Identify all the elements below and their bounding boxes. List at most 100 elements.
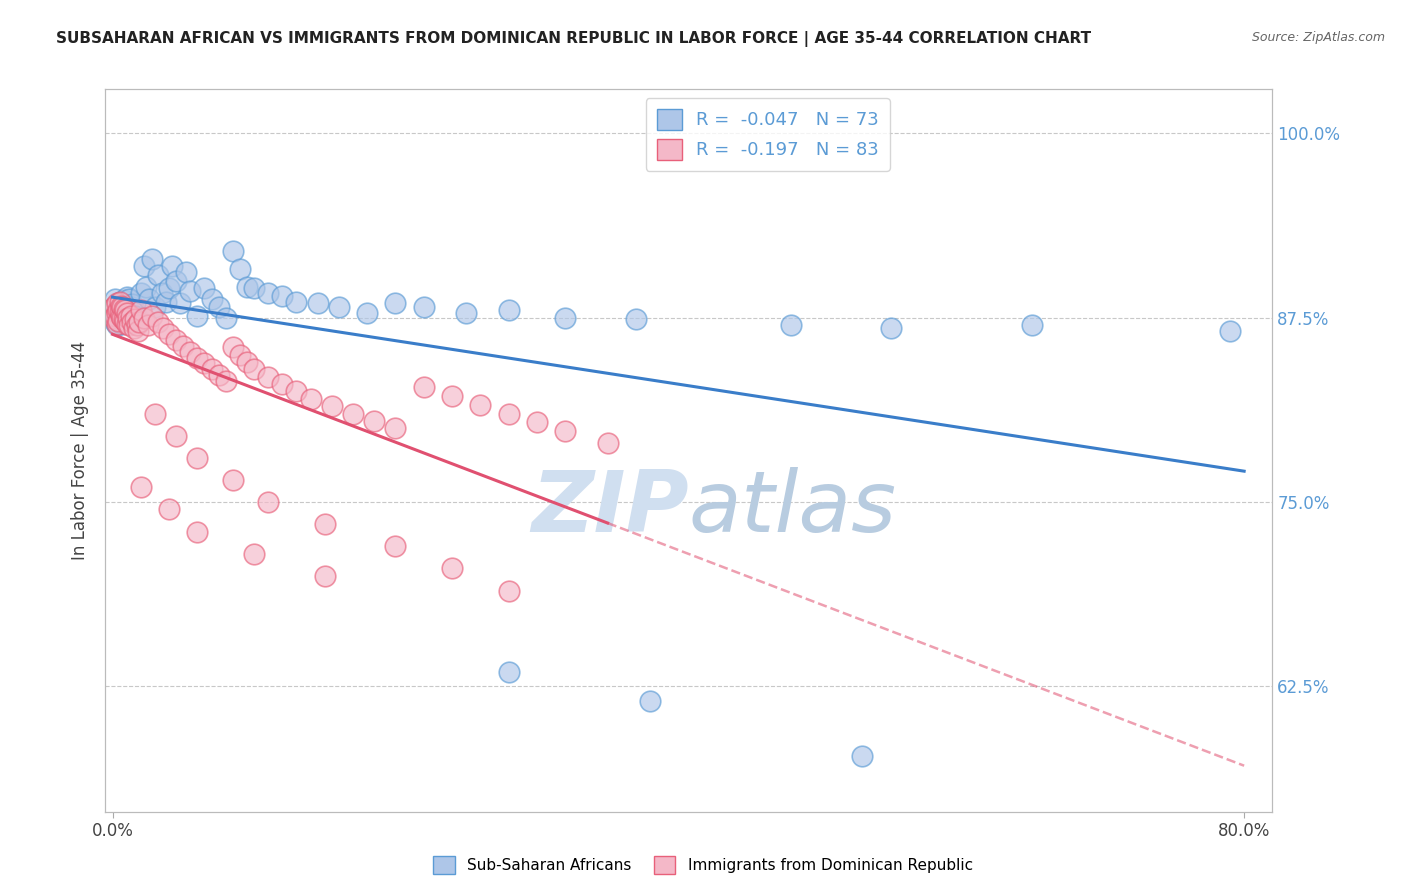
Point: [108, 294, 131, 309]
Point: [104, 299, 127, 313]
Point: [103, 310, 125, 325]
Point: [114, 301, 136, 315]
Point: [179, 344, 201, 359]
Point: [114, 303, 136, 318]
Point: [356, 306, 378, 320]
Point: [412, 380, 434, 394]
Point: [114, 314, 136, 328]
Point: [780, 318, 803, 332]
Point: [384, 539, 406, 553]
Legend: Sub-Saharan Africans, Immigrants from Dominican Republic: Sub-Saharan Africans, Immigrants from Do…: [427, 850, 979, 880]
Point: [117, 310, 139, 325]
Point: [243, 547, 266, 561]
Point: [115, 306, 138, 320]
Point: [107, 303, 129, 318]
Point: [257, 369, 280, 384]
Point: [155, 294, 177, 309]
Point: [321, 399, 343, 413]
Point: [115, 290, 138, 304]
Point: [384, 421, 406, 435]
Point: [110, 299, 132, 313]
Point: [165, 428, 187, 442]
Point: [412, 301, 434, 315]
Point: [115, 299, 138, 313]
Point: [114, 306, 136, 320]
Point: [257, 495, 280, 509]
Point: [118, 312, 141, 326]
Point: [222, 473, 245, 487]
Point: [108, 294, 131, 309]
Point: [1219, 324, 1241, 338]
Point: [110, 299, 132, 313]
Point: [186, 310, 208, 324]
Point: [103, 310, 125, 324]
Point: [120, 308, 142, 322]
Point: [107, 314, 129, 328]
Point: [105, 317, 128, 331]
Point: [179, 284, 201, 298]
Point: [174, 265, 197, 279]
Point: [165, 274, 187, 288]
Point: [229, 262, 252, 277]
Point: [314, 517, 336, 532]
Point: [129, 303, 152, 318]
Point: [596, 436, 619, 450]
Point: [111, 301, 134, 315]
Y-axis label: In Labor Force | Age 35-44: In Labor Force | Age 35-44: [72, 341, 90, 560]
Point: [160, 259, 183, 273]
Point: [118, 292, 141, 306]
Point: [112, 301, 135, 316]
Point: [554, 425, 576, 439]
Text: SUBSAHARAN AFRICAN VS IMMIGRANTS FROM DOMINICAN REPUBLIC IN LABOR FORCE | AGE 35: SUBSAHARAN AFRICAN VS IMMIGRANTS FROM DO…: [56, 31, 1091, 47]
Point: [132, 310, 155, 325]
Point: [143, 407, 166, 421]
Point: [111, 317, 134, 331]
Point: [112, 312, 135, 326]
Point: [110, 308, 132, 322]
Point: [470, 398, 492, 412]
Point: [141, 252, 163, 266]
Point: [115, 317, 138, 331]
Point: [120, 310, 142, 324]
Point: [193, 356, 215, 370]
Point: [222, 244, 245, 259]
Point: [152, 321, 174, 335]
Point: [157, 502, 180, 516]
Point: [624, 312, 647, 326]
Point: [127, 324, 149, 338]
Point: [222, 340, 245, 354]
Point: [186, 351, 208, 365]
Point: [117, 310, 139, 325]
Point: [138, 292, 160, 306]
Point: [193, 281, 215, 295]
Point: [498, 583, 520, 598]
Point: [169, 296, 191, 310]
Point: [285, 294, 308, 309]
Point: [135, 280, 157, 294]
Point: [157, 281, 180, 295]
Point: [498, 665, 520, 679]
Point: [122, 321, 145, 335]
Point: [200, 292, 222, 306]
Point: [120, 301, 142, 315]
Legend: R =  -0.047   N = 73, R =  -0.197   N = 83: R = -0.047 N = 73, R = -0.197 N = 83: [645, 98, 890, 170]
Point: [165, 333, 187, 347]
Point: [172, 339, 194, 353]
Point: [111, 310, 134, 325]
Point: [314, 569, 336, 583]
Point: [129, 285, 152, 300]
Point: [207, 301, 229, 315]
Point: [879, 321, 901, 335]
Point: [851, 748, 873, 763]
Text: ZIP: ZIP: [531, 467, 689, 549]
Point: [117, 303, 139, 318]
Point: [112, 312, 135, 326]
Point: [243, 281, 266, 295]
Point: [105, 297, 128, 311]
Point: [328, 301, 350, 315]
Point: [107, 305, 129, 319]
Point: [638, 694, 661, 708]
Point: [103, 301, 125, 315]
Point: [307, 296, 329, 310]
Point: [207, 368, 229, 383]
